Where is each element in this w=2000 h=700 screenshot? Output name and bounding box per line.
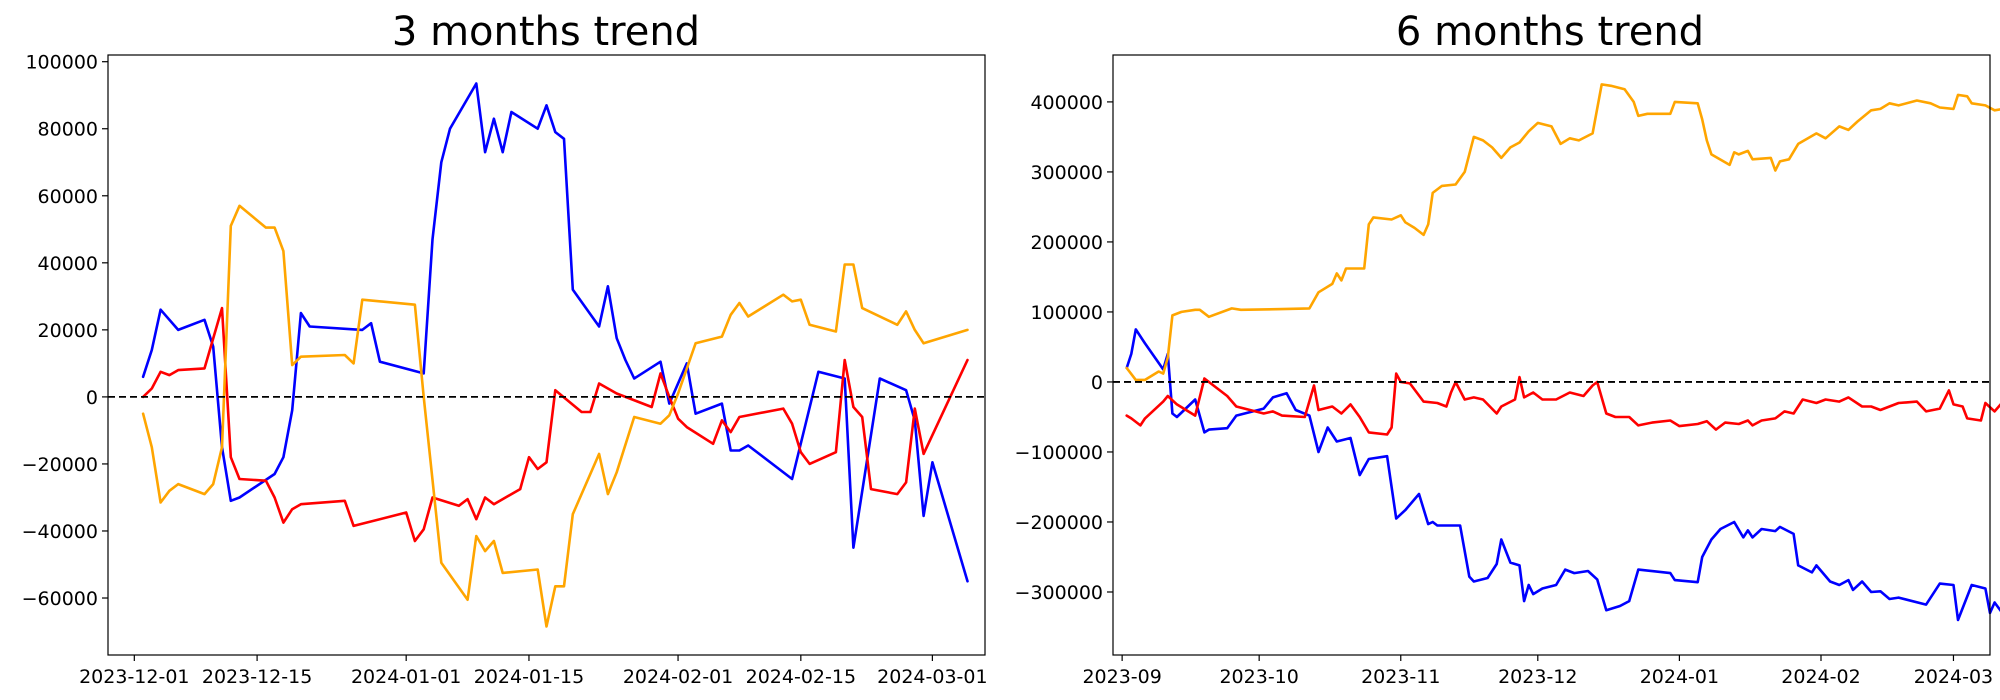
y-tick-label: 300000	[1030, 162, 1103, 184]
y-tick-label: 400000	[1030, 92, 1103, 114]
plot-area	[141, 82, 969, 628]
y-tick-label: 20000	[38, 320, 98, 342]
y-tick-label: 80000	[38, 119, 98, 141]
chart-3-months: 3 months trend 2023-12-01 2023-12-15 2024-…	[22, 9, 988, 688]
x-tick-label: 2023-10	[1219, 666, 1298, 688]
y-tick-label: 40000	[38, 253, 98, 275]
y-tick-label: −300000	[1015, 582, 1103, 604]
x-tick-label: 2023-12	[1498, 666, 1577, 688]
x-tick-label: 2024-03	[1914, 666, 1993, 688]
x-tick-label: 2023-12-01	[79, 666, 189, 688]
chart-title: 6 months trend	[1396, 9, 1704, 55]
x-tick-label: 2024-02-01	[623, 666, 733, 688]
y-tick-label: 100000	[1030, 302, 1103, 324]
y-tick-label: 200000	[1030, 232, 1103, 254]
x-tick-label: 2024-01-01	[351, 666, 461, 688]
chart-6-months: 6 months trend 2023-09 2023-10 2023-11 2023…	[1015, 9, 2000, 688]
x-tick-label: 2023-09	[1082, 666, 1161, 688]
x-tick-label: 2024-03-01	[877, 666, 987, 688]
y-tick-label: 0	[1091, 372, 1103, 394]
series-line-2	[1125, 372, 2000, 436]
x-axis: 2023-09 2023-10 2023-11 2023-12 2024-01 2024-…	[1082, 655, 1993, 688]
y-tick-label: −40000	[22, 521, 98, 543]
x-tick-label: 2023-11	[1361, 666, 1440, 688]
y-tick-label: −200000	[1015, 512, 1103, 534]
series-line-1	[1125, 328, 2000, 622]
y-tick-label: 60000	[38, 186, 98, 208]
y-tick-label: 0	[86, 387, 98, 409]
y-tick-label: −20000	[22, 454, 98, 476]
series-line-2	[141, 306, 969, 543]
x-tick-label: 2024-01-15	[474, 666, 584, 688]
x-axis: 2023-12-01 2023-12-15 2024-01-01 2024-01-15…	[79, 655, 988, 688]
series-line-3	[141, 204, 969, 628]
x-tick-label: 2024-02	[1781, 666, 1860, 688]
series-line-1	[141, 82, 969, 583]
plot-area	[1125, 83, 2000, 622]
chart-title: 3 months trend	[392, 9, 700, 55]
y-tick-label: −100000	[1015, 442, 1103, 464]
x-tick-label: 2024-01	[1640, 666, 1719, 688]
y-tick-label: −60000	[22, 588, 98, 610]
y-axis: −300000 −200000 −100000 0 100000 200000 300000…	[1015, 92, 1113, 604]
y-tick-label: 100000	[25, 52, 98, 74]
plot-frame	[1112, 54, 1991, 656]
x-tick-label: 2024-02-15	[746, 666, 856, 688]
series-line-3	[1125, 83, 2000, 382]
y-axis: −60000 −40000 −20000 0 20000 40000 60000 80000 1…	[22, 52, 108, 610]
x-tick-label: 2023-12-15	[202, 666, 312, 688]
plot-frame	[107, 54, 986, 656]
